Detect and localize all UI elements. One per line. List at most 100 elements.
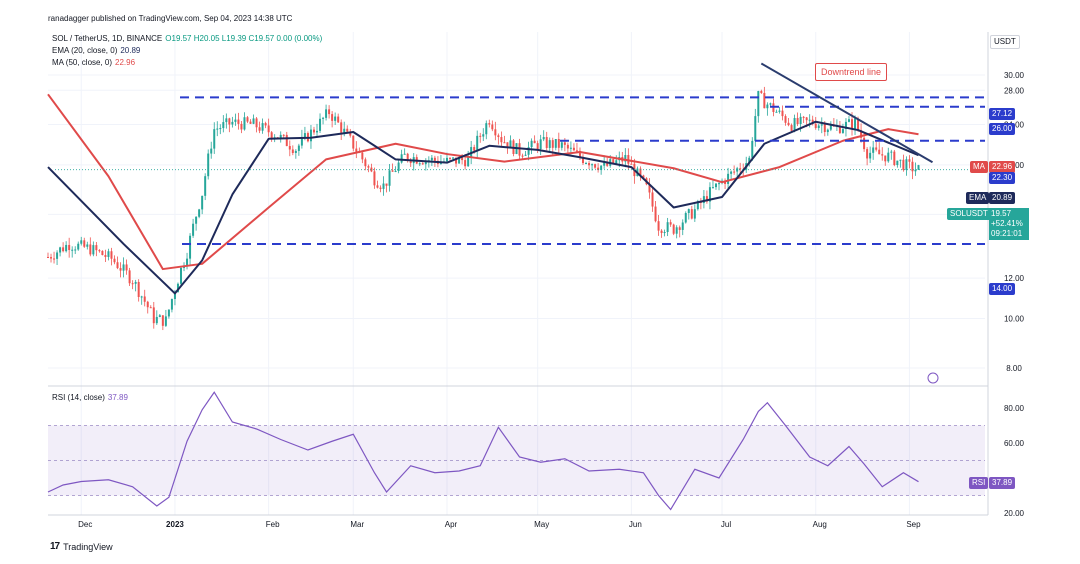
candle-body bbox=[600, 165, 603, 171]
candle-body bbox=[192, 223, 195, 236]
candle-body bbox=[312, 129, 315, 133]
candle-body bbox=[279, 134, 282, 139]
candle-body bbox=[59, 247, 62, 253]
candle-body bbox=[678, 227, 681, 230]
ma-label: MA (50, close, 0) bbox=[52, 58, 113, 67]
candle-body bbox=[131, 283, 134, 285]
candle-body bbox=[68, 244, 71, 251]
candle-body bbox=[107, 251, 110, 257]
candle-body bbox=[264, 123, 267, 126]
candle-body bbox=[231, 121, 234, 125]
candle-body bbox=[452, 157, 455, 159]
candle-body bbox=[748, 157, 751, 164]
candle-body bbox=[397, 162, 400, 171]
candle-body bbox=[379, 187, 382, 189]
candle-body bbox=[851, 119, 854, 129]
candle-body bbox=[83, 240, 86, 247]
candle-body bbox=[391, 170, 394, 172]
candle-body bbox=[503, 142, 506, 144]
level-tag-14: 14.00 bbox=[989, 283, 1016, 295]
candle-body bbox=[575, 150, 578, 152]
candle-body bbox=[902, 159, 905, 171]
candle-body bbox=[325, 109, 328, 118]
candle-body bbox=[887, 152, 890, 162]
candle-body bbox=[766, 104, 769, 109]
candle-body bbox=[134, 281, 137, 284]
candle-body bbox=[249, 121, 252, 124]
candle-body bbox=[799, 116, 802, 124]
candle-body bbox=[267, 125, 270, 133]
candle-body bbox=[817, 125, 820, 128]
candle-body bbox=[805, 117, 808, 121]
candle-body bbox=[56, 252, 59, 259]
candle-body bbox=[406, 153, 409, 161]
candle-body bbox=[255, 118, 258, 128]
candle-body bbox=[875, 147, 878, 150]
candle-body bbox=[282, 134, 285, 136]
candle-body bbox=[751, 140, 754, 158]
candle-body bbox=[911, 161, 914, 172]
ma-tag-name: MA bbox=[970, 161, 988, 173]
candle-body bbox=[470, 147, 473, 157]
candle-body bbox=[158, 315, 161, 317]
candle-body bbox=[527, 147, 530, 155]
candle-body bbox=[210, 148, 213, 154]
candle-body bbox=[566, 144, 569, 149]
candle-body bbox=[908, 159, 911, 162]
candle-body bbox=[642, 175, 645, 179]
candle-body bbox=[787, 122, 790, 126]
candle-body bbox=[597, 167, 600, 171]
candle-body bbox=[563, 142, 566, 145]
rsi-tag-value: 37.89 bbox=[989, 477, 1016, 489]
candle-body bbox=[113, 258, 116, 263]
candle-body bbox=[630, 163, 633, 165]
candle-body bbox=[690, 209, 693, 219]
ema-tag-name: EMA bbox=[966, 192, 990, 204]
ma50-line bbox=[47, 93, 919, 271]
candle-body bbox=[639, 168, 642, 176]
candle-body bbox=[687, 209, 690, 214]
candle-body bbox=[763, 92, 766, 109]
candle-body bbox=[243, 117, 246, 130]
candle-body bbox=[811, 119, 814, 124]
candle-body bbox=[74, 249, 77, 251]
candle-body bbox=[714, 183, 717, 188]
candle-body bbox=[252, 118, 255, 124]
candle-body bbox=[319, 118, 322, 131]
candle-body bbox=[857, 118, 860, 131]
candle-body bbox=[826, 129, 829, 133]
candle-body bbox=[403, 153, 406, 155]
candle-body bbox=[433, 157, 436, 161]
candle-body bbox=[663, 232, 666, 234]
candle-body bbox=[328, 109, 331, 115]
candle-body bbox=[591, 164, 594, 166]
rsi-tick-label: 80.00 bbox=[1004, 404, 1025, 413]
candle-body bbox=[449, 157, 452, 159]
candle-body bbox=[149, 307, 152, 309]
rsi-legend: RSI (14, close) 37.89 bbox=[52, 393, 131, 402]
candle-body bbox=[533, 140, 536, 144]
candle-body bbox=[228, 118, 231, 125]
candle-body bbox=[225, 118, 228, 123]
candle-body bbox=[246, 117, 249, 122]
candle-body bbox=[551, 140, 554, 148]
time-tick-label: Jul bbox=[721, 520, 731, 529]
candle-body bbox=[896, 160, 899, 166]
rsi-value: 37.89 bbox=[107, 393, 128, 402]
candle-body bbox=[89, 244, 92, 255]
time-tick-label: Mar bbox=[350, 520, 364, 529]
candle-body bbox=[285, 134, 288, 147]
candle-body bbox=[660, 230, 663, 234]
candle-body bbox=[176, 283, 179, 293]
candle-body bbox=[343, 128, 346, 133]
candle-body bbox=[711, 187, 714, 189]
candle-body bbox=[50, 257, 53, 259]
candle-body bbox=[509, 140, 512, 149]
candle-body bbox=[733, 171, 736, 173]
price-tick-label: 12.00 bbox=[1004, 274, 1025, 283]
candle-body bbox=[578, 150, 581, 157]
candle-body bbox=[672, 224, 675, 234]
level-tag-27: 27.12 bbox=[989, 108, 1016, 120]
candle-body bbox=[119, 268, 122, 271]
